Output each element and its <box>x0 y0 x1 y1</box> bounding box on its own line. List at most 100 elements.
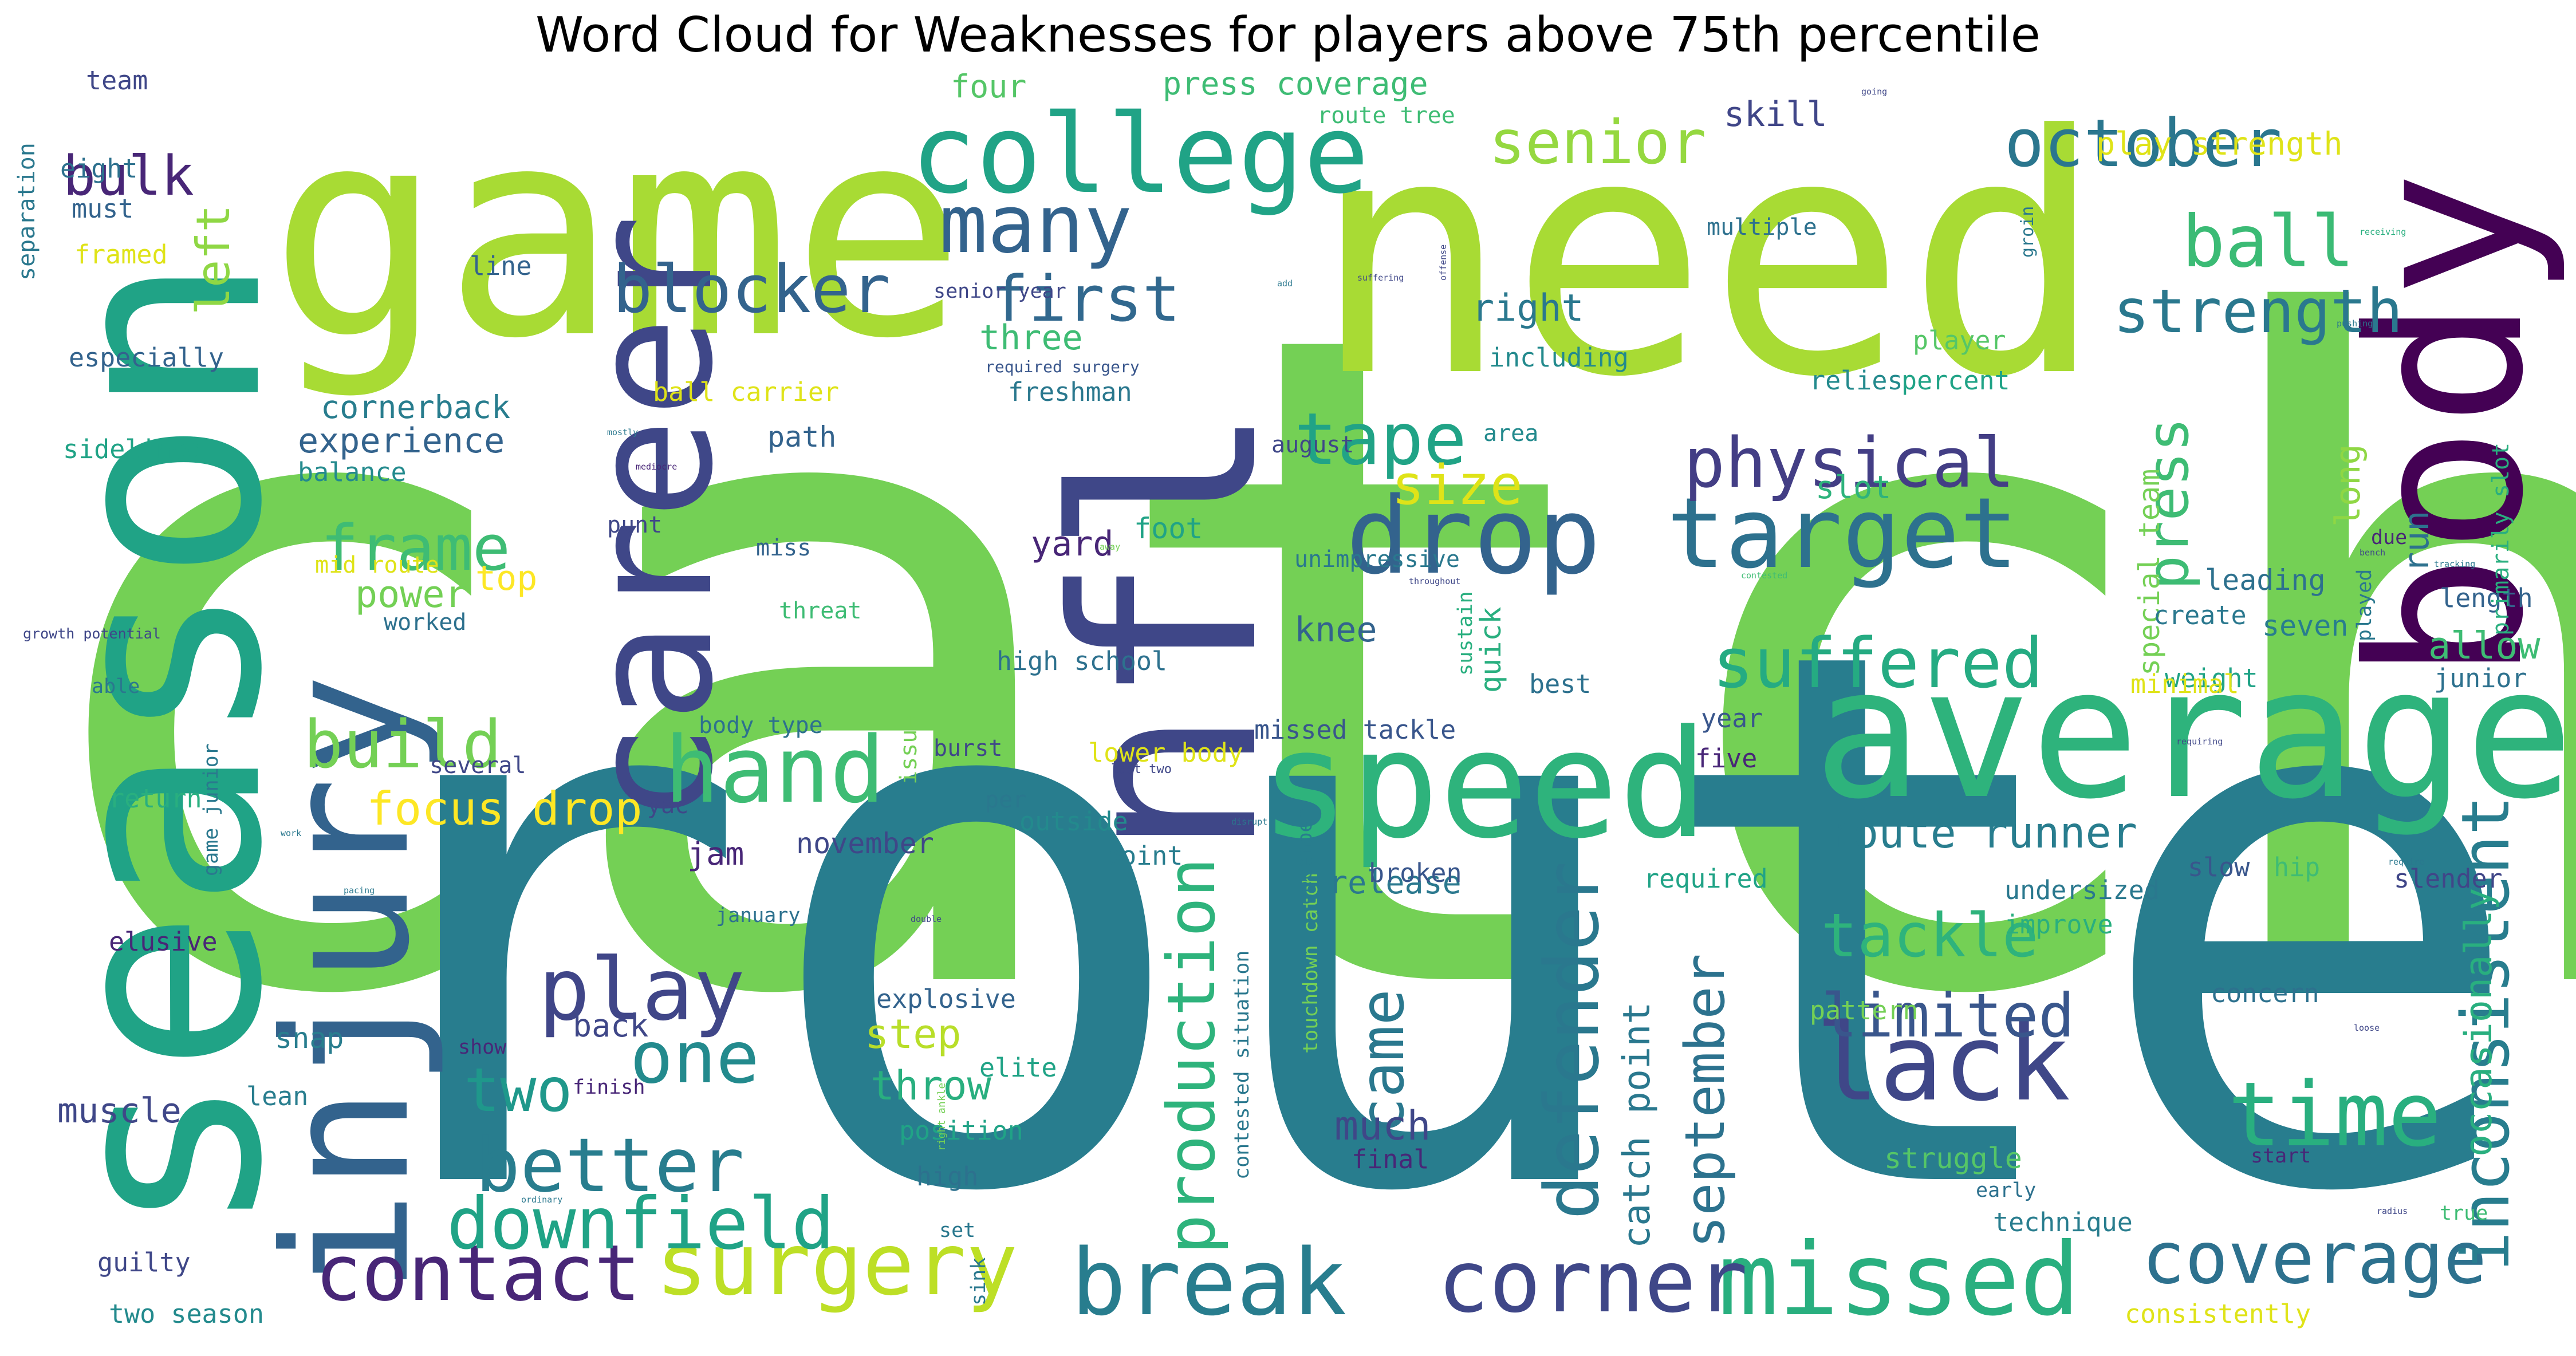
word-two: two <box>464 1055 573 1125</box>
word-catch-point: catch point <box>1616 1002 1659 1248</box>
word-game: game <box>269 65 966 402</box>
word-time: time <box>2228 1063 2441 1166</box>
word-team: team <box>86 65 148 96</box>
word-senior-year: senior year <box>933 280 1066 303</box>
word-play-strength: play strength <box>2096 125 2342 162</box>
word-ordinary: ordinary <box>521 1195 562 1205</box>
word-throughout: throughout <box>1409 576 1460 586</box>
word-consistently: consistently <box>2125 1299 2311 1329</box>
word-tracking: tracking <box>2434 559 2475 569</box>
word-due: due <box>2371 526 2407 549</box>
word-five: five <box>1695 743 1757 774</box>
word-jam: jam <box>687 835 744 872</box>
word-slot: slot <box>1815 469 1891 506</box>
word-required-surgery: required surgery <box>985 357 1140 376</box>
word-outside: outside <box>1019 806 1128 837</box>
word-august: august <box>1271 432 1354 458</box>
word-drop: drop <box>1346 474 1601 598</box>
word-multiple: multiple <box>1707 214 1817 241</box>
word-punt: punt <box>607 512 662 538</box>
word-return: return <box>109 783 202 814</box>
word-inconsistent: inconsistent <box>2448 795 2524 1271</box>
word-player: player <box>1913 325 2006 356</box>
word-tackle: tackle <box>1821 901 2038 971</box>
word-technique: technique <box>1993 1207 2133 1237</box>
word-relies: relies <box>1810 365 1903 396</box>
word-career: career <box>553 214 750 825</box>
word-blocker: blocker <box>613 251 891 328</box>
word-high: high <box>916 1161 978 1192</box>
word-improve: improve <box>2004 909 2113 940</box>
word-snap: snap <box>275 1022 344 1055</box>
word-much: much <box>1334 1102 1431 1149</box>
word-frame: frame <box>321 511 510 585</box>
word-high-school: high school <box>996 646 1167 676</box>
word-line: line <box>470 251 531 281</box>
word-required: required <box>1644 864 1768 894</box>
word-double: double <box>911 914 942 924</box>
word-contact: contact <box>315 1228 641 1318</box>
word-away: away <box>1100 542 1120 552</box>
word-especially: especially <box>69 342 224 373</box>
word-sink: sink <box>967 1258 990 1306</box>
word-slow: slow <box>2188 852 2250 882</box>
word-able: able <box>92 675 140 698</box>
word-create: create <box>2153 600 2247 630</box>
word-need: need <box>1311 65 2105 449</box>
word-disrupt: disrupt <box>1231 817 1267 827</box>
word-growth-potential: growth potential <box>23 625 161 642</box>
word-bench: bench <box>2360 547 2385 558</box>
word-yac: yac <box>647 793 688 819</box>
word-guilty: guilty <box>97 1247 191 1278</box>
word-framed: framed <box>74 239 168 270</box>
word-top: top <box>475 558 537 598</box>
chart-title: Word Cloud for Weaknesses for players ab… <box>535 7 2041 64</box>
word-tape: tape <box>1294 398 1467 481</box>
word-going: going <box>1861 86 1887 97</box>
word-game-junior: game junior <box>200 743 223 876</box>
word-mid-route: mid route <box>315 552 439 578</box>
word-percent: percent <box>1901 365 2010 396</box>
word-coverage: coverage <box>2142 1217 2487 1300</box>
word-limited: limited <box>1821 981 2075 1051</box>
word-separation: separation <box>14 143 40 281</box>
word-pacing: pacing <box>344 885 375 896</box>
word-november: november <box>796 827 934 860</box>
word-power: power <box>355 573 467 616</box>
word-point: point <box>1105 841 1183 871</box>
word-played: played <box>2353 569 2376 641</box>
word-sustain: sustain <box>1454 591 1477 676</box>
word-path: path <box>767 420 836 454</box>
word-first: first <box>991 262 1180 336</box>
word-requiring: requiring <box>2176 736 2223 747</box>
word-right: right <box>1472 287 1584 330</box>
word-september: september <box>1674 953 1737 1248</box>
word-physical: physical <box>1684 424 2015 503</box>
word-route-runner: route runner <box>1827 807 2137 858</box>
word-offense: offense <box>1438 245 1448 281</box>
word-foot: foot <box>1134 512 1203 545</box>
word-ball: ball <box>2182 200 2354 283</box>
word-size: size <box>1392 454 1523 517</box>
word-season: season <box>6 254 322 1237</box>
word-suffering: suffering <box>1357 273 1404 283</box>
word-lower-body: lower body <box>1088 738 1243 768</box>
word-play: play <box>538 940 745 1040</box>
word-broken: broken <box>1369 858 1462 888</box>
word-run: run <box>2397 511 2437 573</box>
word-bulk: bulk <box>63 145 194 208</box>
word-average: average <box>1813 629 2574 839</box>
word-downfield: downfield <box>447 1182 834 1266</box>
word-corner: corner <box>1437 1232 1748 1332</box>
word-elite: elite <box>979 1053 1057 1083</box>
word-muscle: muscle <box>57 1091 182 1131</box>
word-concern: concern <box>2211 978 2319 1008</box>
word-special-team: special team <box>2133 469 2166 676</box>
word-area: area <box>1483 420 1538 447</box>
word-skill: skill <box>1724 94 1827 135</box>
word-hand: hand <box>664 716 885 823</box>
word-set: set <box>939 1219 975 1242</box>
word-best: best <box>1529 669 1591 699</box>
word-nfl: nfl <box>1021 404 1314 859</box>
